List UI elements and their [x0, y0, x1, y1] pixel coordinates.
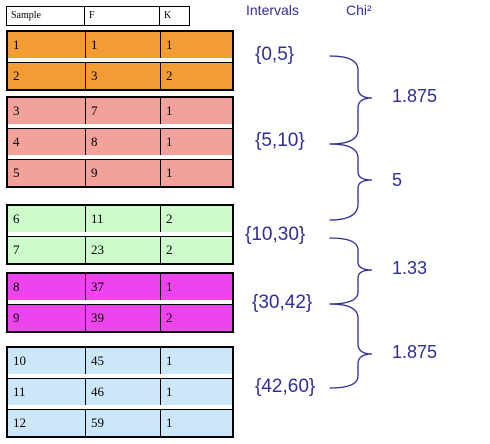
- interval-label: {30,42}: [252, 292, 313, 313]
- k-cell: 2: [166, 242, 173, 257]
- k-cell: 1: [166, 165, 173, 180]
- brace-3: [329, 237, 373, 305]
- f-cell: 8: [86, 129, 161, 155]
- f-cell: 1: [86, 32, 161, 58]
- k-cell: 1: [166, 384, 173, 399]
- table-row: 12 59 1: [8, 409, 232, 436]
- sample-cell: 3: [8, 98, 86, 124]
- f-cell: 7: [86, 98, 161, 124]
- chi-title: Chi²: [346, 2, 372, 18]
- f-cell: 9: [86, 160, 161, 186]
- chi-value: 1.875: [392, 86, 438, 106]
- sample-cell: 6: [8, 206, 86, 232]
- sample-cell: 10: [8, 348, 86, 374]
- sample-group: 10 45 1 11 46 1 12 59 1: [6, 346, 234, 438]
- sample-cell: 5: [8, 160, 86, 186]
- f-cell: 37: [86, 274, 161, 300]
- f-cell: 3: [86, 63, 161, 89]
- f-cell: 45: [86, 348, 161, 374]
- interval-label: {42,60}: [255, 376, 316, 397]
- k-cell: 2: [166, 68, 173, 83]
- f-cell: 46: [86, 379, 161, 405]
- f-cell: 39: [86, 305, 161, 331]
- sample-group: 8 37 1 9 39 2: [6, 272, 234, 333]
- k-cell: 1: [166, 353, 173, 368]
- table-row: 11 46 1: [8, 378, 232, 405]
- k-cell: 1: [166, 279, 173, 294]
- k-cell: 1: [166, 103, 173, 118]
- brace-1: [329, 55, 373, 145]
- sample-cell: 4: [8, 129, 86, 155]
- f-cell: 23: [86, 237, 161, 263]
- k-cell: 1: [166, 415, 173, 430]
- interval-label: {0,5}: [255, 44, 295, 65]
- sample-cell: 1: [8, 32, 86, 58]
- sample-cell: 12: [8, 410, 86, 436]
- intervals-title: Intervals: [246, 2, 299, 18]
- chi-value: 5: [392, 170, 403, 190]
- sample-cell: 2: [8, 63, 86, 89]
- header-f: F: [85, 7, 160, 25]
- table-row: 10 45 1: [8, 348, 232, 374]
- k-cell: 1: [166, 37, 173, 52]
- table-row: 8 37 1: [8, 274, 232, 300]
- sample-group: 6 11 2 7 23 2: [6, 204, 234, 265]
- brace-2: [329, 143, 373, 221]
- table-header: Sample F K: [6, 6, 190, 26]
- table-row: 6 11 2: [8, 206, 232, 232]
- header-k: K: [164, 10, 172, 21]
- chi-value: 1.875: [392, 342, 438, 362]
- k-cell: 2: [166, 310, 173, 325]
- f-cell: 59: [86, 410, 161, 436]
- k-cell: 1: [166, 134, 173, 149]
- sample-cell: 11: [8, 379, 86, 405]
- interval-label: {5,10}: [255, 130, 305, 151]
- sample-cell: 8: [8, 274, 86, 300]
- chi-value: 1.33: [392, 258, 428, 278]
- sample-cell: 7: [8, 237, 86, 263]
- table-row: 7 23 2: [8, 236, 232, 263]
- k-cell: 2: [166, 211, 173, 226]
- f-cell: 11: [86, 206, 161, 232]
- brace-4: [329, 303, 373, 389]
- sample-cell: 9: [8, 305, 86, 331]
- table-row: 9 39 2: [8, 304, 232, 331]
- header-sample: Sample: [7, 7, 85, 25]
- interval-label: {10,30}: [245, 224, 306, 245]
